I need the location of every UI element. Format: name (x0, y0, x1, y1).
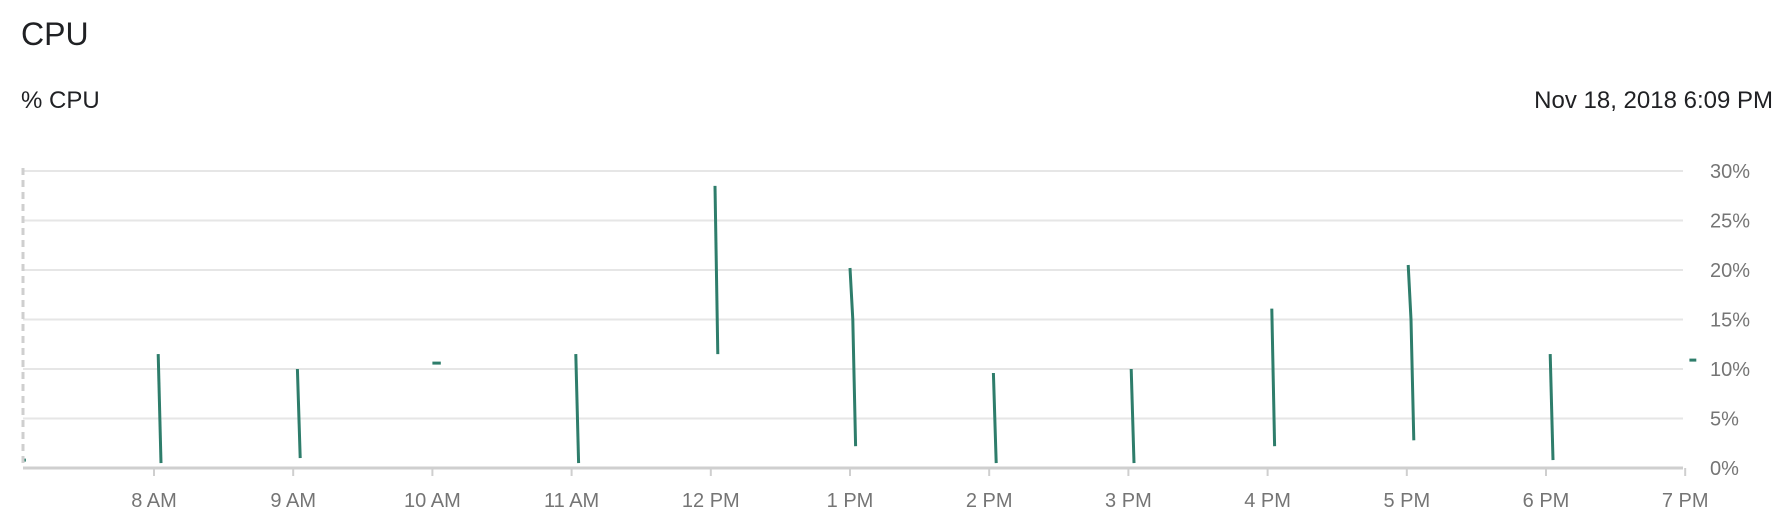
cpu-line-segment (295, 368, 302, 459)
metric-label: % CPU (21, 87, 100, 114)
x-tick-label: 1 PM (827, 490, 874, 512)
x-tick-label: 12 PM (682, 490, 740, 512)
cpu-line-segment (848, 267, 858, 447)
cpu-line-segment (574, 354, 581, 464)
cpu-line-segment (1270, 308, 1277, 447)
x-tick-label: 5 PM (1383, 490, 1430, 512)
y-tick-label: 0% (1710, 458, 1739, 480)
axes (21, 168, 1687, 476)
y-tick-label: 5% (1710, 409, 1739, 431)
y-tick-label: 10% (1710, 359, 1750, 381)
timestamp: Nov 18, 2018 6:09 PM (1534, 87, 1773, 114)
x-tick-label: 10 AM (404, 490, 461, 512)
x-tick-label: 4 PM (1244, 490, 1291, 512)
cpu-line-segment (1548, 354, 1555, 461)
y-tick-label: 20% (1710, 260, 1750, 282)
x-tick-label: 8 AM (131, 490, 177, 512)
x-tick-label: 2 PM (966, 490, 1013, 512)
grid-lines (23, 170, 1683, 420)
cpu-series (24, 185, 1697, 464)
cpu-line-segment (713, 185, 720, 355)
y-tick-label: 15% (1710, 310, 1750, 332)
x-tick-label: 3 PM (1105, 490, 1152, 512)
cpu-line-segment (1129, 368, 1136, 464)
x-tick-label: 11 AM (544, 490, 599, 512)
x-tick-label: 7 PM (1662, 490, 1709, 512)
chart-title: CPU (21, 16, 89, 52)
cpu-line-segment (1406, 264, 1416, 441)
cpu-line-segment (991, 372, 998, 464)
y-tick-label: 30% (1710, 161, 1750, 183)
x-tick-label: 6 PM (1523, 490, 1570, 512)
tick-labels: 0% 5% 10% 15% 20% 25% 30% 8 AM 9 AM 10 AM 11 AM 12 … (131, 161, 1750, 512)
y-tick-label: 25% (1710, 211, 1750, 233)
cpu-line-segment (156, 354, 163, 464)
x-tick-label: 9 AM (270, 490, 316, 512)
